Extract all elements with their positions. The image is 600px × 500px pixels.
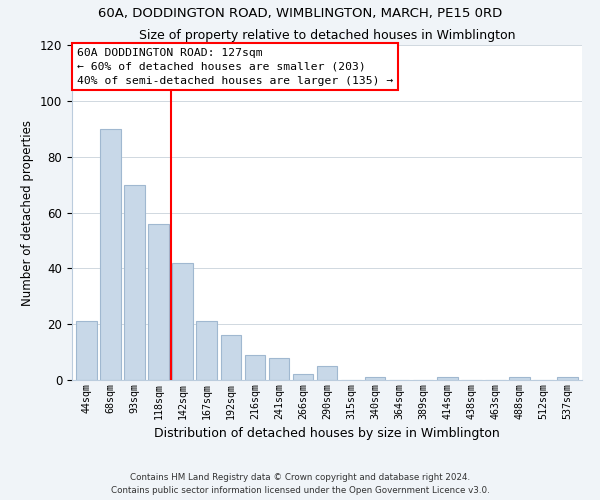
Bar: [221, 336, 241, 380]
Text: 60A DODDINGTON ROAD: 127sqm
← 60% of detached houses are smaller (203)
40% of se: 60A DODDINGTON ROAD: 127sqm ← 60% of det…: [77, 48, 393, 86]
Y-axis label: Number of detached properties: Number of detached properties: [22, 120, 34, 306]
Bar: [76, 322, 97, 380]
Text: 60A, DODDINGTON ROAD, WIMBLINGTON, MARCH, PE15 0RD: 60A, DODDINGTON ROAD, WIMBLINGTON, MARCH…: [98, 8, 502, 20]
Bar: [557, 377, 578, 380]
Bar: [437, 377, 458, 380]
Bar: [245, 355, 265, 380]
X-axis label: Distribution of detached houses by size in Wimblington: Distribution of detached houses by size …: [154, 427, 500, 440]
Bar: [172, 263, 193, 380]
Bar: [124, 184, 145, 380]
Text: Contains HM Land Registry data © Crown copyright and database right 2024.
Contai: Contains HM Land Registry data © Crown c…: [110, 474, 490, 495]
Bar: [148, 224, 169, 380]
Bar: [365, 377, 385, 380]
Bar: [317, 366, 337, 380]
Bar: [196, 322, 217, 380]
Bar: [509, 377, 530, 380]
Title: Size of property relative to detached houses in Wimblington: Size of property relative to detached ho…: [139, 30, 515, 43]
Bar: [269, 358, 289, 380]
Bar: [293, 374, 313, 380]
Bar: [100, 128, 121, 380]
